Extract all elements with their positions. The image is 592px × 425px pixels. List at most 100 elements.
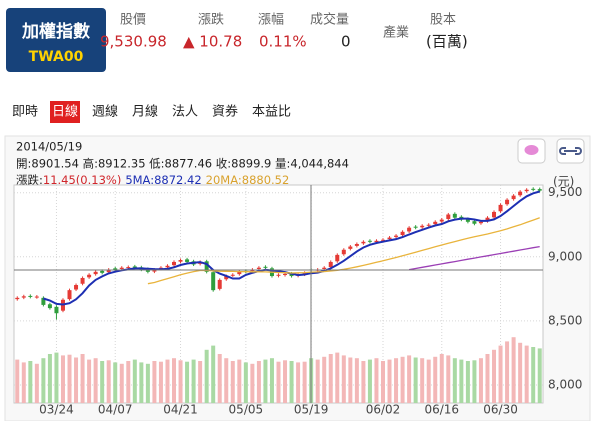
volume-bar [67, 354, 72, 403]
volume-bar [87, 359, 92, 403]
info-ohlc: 開:8901.54 高:8912.35 低:8877.46 收:8899.9 量… [16, 157, 349, 171]
volume-bar [335, 352, 340, 403]
candle-body [361, 241, 366, 244]
candle-body [113, 268, 118, 270]
candle-body [328, 261, 333, 268]
candle-body [132, 266, 137, 268]
candle-body [263, 266, 268, 268]
tab[interactable]: 即時 [12, 105, 38, 120]
info-change-label: 漲跌: [16, 173, 43, 187]
volume-bar [139, 362, 144, 403]
volume-bar [80, 354, 85, 403]
volume-bar [348, 357, 353, 403]
comment-icon [524, 145, 539, 155]
candle-body [93, 271, 98, 275]
logo-code: TWA00 [29, 49, 84, 65]
tab[interactable]: 本益比 [252, 105, 291, 120]
y-unit: (元) [553, 175, 574, 189]
volume-bar [341, 355, 346, 403]
volume-bar [21, 362, 26, 403]
volume-bar [511, 337, 516, 403]
tab[interactable]: 資券 [212, 104, 238, 120]
volume-bar [407, 355, 412, 403]
candle-body [420, 225, 425, 228]
info-change: 11.45(0.13%) [43, 173, 121, 187]
volume-bar [178, 360, 183, 403]
tab[interactable]: 日線 [52, 104, 78, 120]
candle-body [28, 295, 33, 297]
y-tick-label: 9,500 [548, 185, 582, 199]
volume-bar [152, 361, 157, 403]
candle-body [505, 199, 510, 205]
candle-body [472, 221, 477, 224]
ma-line [147, 217, 540, 285]
volume-bar [243, 362, 248, 403]
volume-bar [106, 360, 111, 403]
candle-body [439, 219, 444, 222]
field-value: 0 [341, 33, 351, 51]
x-tick-label: 04/21 [163, 403, 198, 417]
candle-body [537, 189, 542, 191]
volume-bar [459, 359, 464, 403]
candle-body [224, 276, 229, 280]
volume-bar [452, 358, 457, 403]
candle-body [348, 246, 353, 249]
y-tick-label: 9,000 [548, 249, 582, 263]
candle-body [380, 239, 385, 241]
volume-bar [113, 362, 118, 403]
volume-bar [256, 361, 261, 403]
candle-body [21, 296, 26, 298]
volume-bar [172, 358, 177, 403]
volume-bar [387, 359, 392, 403]
candle-body [80, 277, 85, 284]
volume-bar [60, 355, 65, 403]
tab-bar: 即時 日線 週線 月線 法人 資券 本益比 [12, 101, 291, 123]
candle-body [524, 189, 529, 192]
field-value: ▲ 10.78 [183, 33, 242, 51]
candle-body [367, 240, 372, 242]
tab[interactable]: 週線 [92, 104, 118, 120]
candle-body [433, 221, 438, 225]
candle-body [478, 221, 483, 224]
candle-body [217, 279, 222, 289]
candle-body [211, 272, 216, 291]
volume-bar [132, 359, 137, 403]
volume-bar [492, 349, 497, 403]
volume-bar [354, 358, 359, 403]
candle-body [74, 285, 79, 290]
volume-bar [531, 347, 536, 403]
candle-body [354, 243, 359, 246]
candle-body [230, 274, 235, 276]
volume-bar [374, 358, 379, 403]
info-line: 漲跌:11.45(0.13%) 5MA:8872.42 20MA:8880.52 [16, 173, 289, 187]
candle-body [394, 235, 399, 237]
logo-title: 加權指數 [21, 21, 90, 42]
candle-body [67, 290, 72, 300]
volume-bar [250, 363, 255, 403]
candle-body [165, 265, 170, 268]
field-label: 產業 [383, 25, 409, 41]
candle-body [41, 297, 46, 305]
candle-body [256, 267, 261, 269]
tab[interactable]: 月線 [132, 104, 158, 120]
volume-bar [478, 358, 483, 403]
volume-bar [302, 361, 307, 403]
volume-bar [269, 358, 274, 403]
tab[interactable]: 法人 [172, 105, 198, 120]
candle-body [47, 304, 52, 309]
x-tick-label: 05/19 [294, 403, 329, 417]
volume-bar [446, 355, 451, 403]
volume-bar [224, 358, 229, 403]
candle-body [54, 306, 59, 314]
volume-bar [524, 345, 529, 403]
candle-body [276, 274, 281, 276]
volume-bar [367, 359, 372, 403]
volume-bar [100, 361, 105, 403]
volume-bar [28, 361, 33, 403]
candle-body [237, 271, 242, 275]
volume-bar [276, 361, 281, 403]
field-label: 股本 [430, 13, 456, 28]
candle-body [335, 254, 340, 262]
candle-body [34, 296, 39, 298]
